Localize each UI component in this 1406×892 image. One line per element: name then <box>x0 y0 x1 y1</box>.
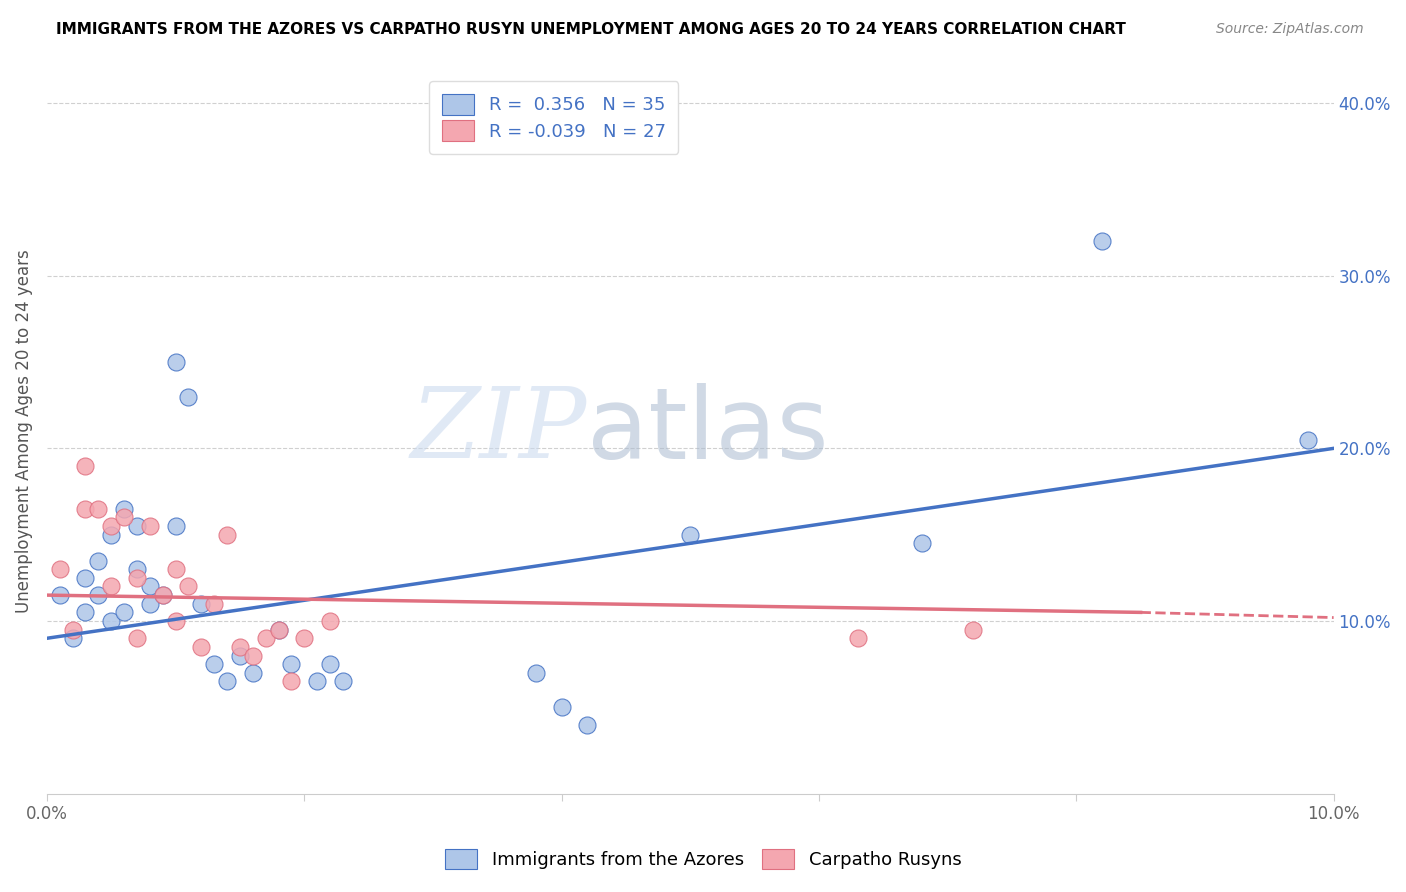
Point <box>307 674 329 689</box>
Point <box>165 355 187 369</box>
Point <box>846 632 869 646</box>
Point <box>292 632 315 646</box>
Point <box>190 597 212 611</box>
Point <box>319 614 342 628</box>
Point <box>100 527 122 541</box>
Legend: R =  0.356   N = 35, R = -0.039   N = 27: R = 0.356 N = 35, R = -0.039 N = 27 <box>429 81 678 153</box>
Text: atlas: atlas <box>588 383 830 480</box>
Point <box>87 588 110 602</box>
Point <box>139 579 162 593</box>
Point <box>100 579 122 593</box>
Point <box>139 519 162 533</box>
Point <box>202 597 225 611</box>
Point <box>112 501 135 516</box>
Point <box>332 674 354 689</box>
Point <box>165 562 187 576</box>
Point <box>229 648 252 663</box>
Point <box>229 640 252 654</box>
Point <box>911 536 934 550</box>
Point <box>242 648 264 663</box>
Point <box>49 562 72 576</box>
Point <box>177 390 200 404</box>
Point <box>165 614 187 628</box>
Point <box>267 623 290 637</box>
Point <box>75 501 97 516</box>
Point <box>62 632 84 646</box>
Point <box>75 458 97 473</box>
Point <box>1091 234 1114 248</box>
Point <box>550 700 572 714</box>
Text: Source: ZipAtlas.com: Source: ZipAtlas.com <box>1216 22 1364 37</box>
Text: IMMIGRANTS FROM THE AZORES VS CARPATHO RUSYN UNEMPLOYMENT AMONG AGES 20 TO 24 YE: IMMIGRANTS FROM THE AZORES VS CARPATHO R… <box>56 22 1126 37</box>
Point <box>112 606 135 620</box>
Legend: Immigrants from the Azores, Carpatho Rusyns: Immigrants from the Azores, Carpatho Rus… <box>436 839 970 879</box>
Point <box>87 501 110 516</box>
Point <box>75 606 97 620</box>
Point <box>125 562 148 576</box>
Point <box>152 588 174 602</box>
Point <box>1296 433 1319 447</box>
Point <box>100 519 122 533</box>
Text: ZIP: ZIP <box>411 384 588 479</box>
Point <box>254 632 277 646</box>
Point <box>177 579 200 593</box>
Point <box>100 614 122 628</box>
Point <box>125 571 148 585</box>
Point <box>62 623 84 637</box>
Point <box>524 665 547 680</box>
Point <box>125 632 148 646</box>
Point <box>280 657 302 672</box>
Point <box>49 588 72 602</box>
Point <box>125 519 148 533</box>
Point <box>267 623 290 637</box>
Point <box>679 527 702 541</box>
Point <box>112 510 135 524</box>
Point <box>215 527 238 541</box>
Point <box>962 623 984 637</box>
Point <box>576 717 599 731</box>
Point <box>152 588 174 602</box>
Y-axis label: Unemployment Among Ages 20 to 24 years: Unemployment Among Ages 20 to 24 years <box>15 249 32 613</box>
Point <box>165 519 187 533</box>
Point <box>87 553 110 567</box>
Point <box>242 665 264 680</box>
Point <box>75 571 97 585</box>
Point <box>280 674 302 689</box>
Point <box>190 640 212 654</box>
Point <box>319 657 342 672</box>
Point <box>215 674 238 689</box>
Point <box>139 597 162 611</box>
Point <box>202 657 225 672</box>
